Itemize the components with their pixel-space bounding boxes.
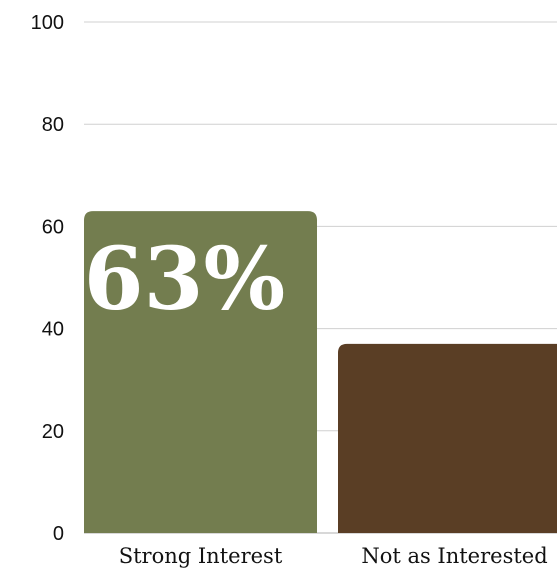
- x-tick-label-not-as-interested: Not as Interested: [361, 544, 547, 568]
- y-tick-label-80: 80: [42, 114, 64, 136]
- bar-strong-interest: [84, 211, 317, 533]
- y-tick-label-100: 100: [31, 12, 64, 34]
- x-tick-label-strong-interest: Strong Interest: [119, 544, 283, 568]
- y-tick-label-60: 60: [42, 216, 64, 238]
- bar-not-as-interested: [338, 343, 557, 533]
- data-labels: 63%: [84, 229, 285, 330]
- bars: [84, 211, 557, 533]
- y-axis-tick-labels: 0 20 40 60 80 100: [31, 12, 64, 545]
- data-label-strong-interest: 63%: [84, 229, 285, 330]
- y-tick-label-20: 20: [42, 421, 64, 443]
- y-tick-label-40: 40: [42, 319, 64, 341]
- x-axis-category-labels: Strong Interest Not as Interested: [119, 544, 548, 568]
- y-tick-label-0: 0: [53, 523, 64, 545]
